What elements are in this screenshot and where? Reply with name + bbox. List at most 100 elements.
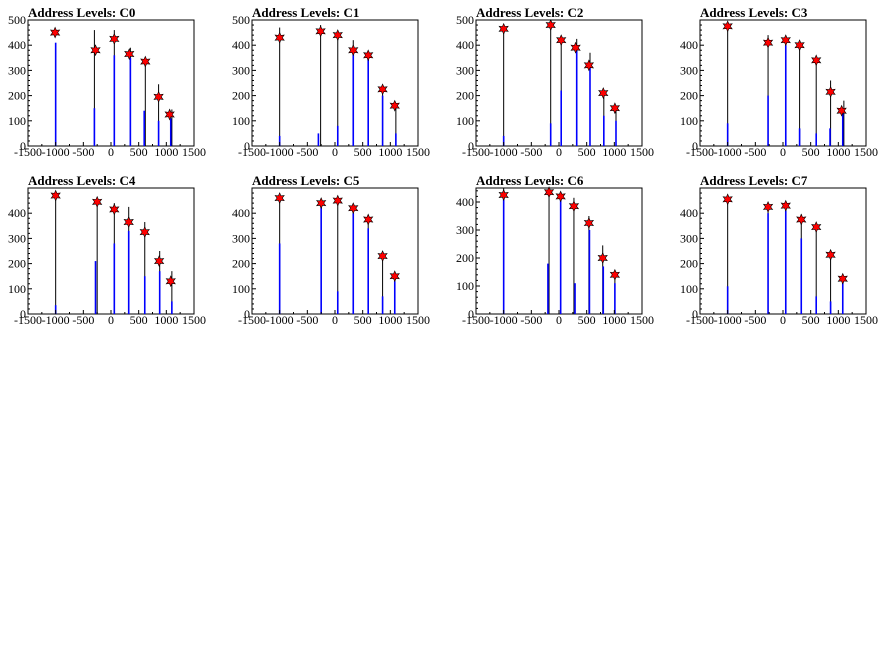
y-tick-label: 200 [456,89,474,103]
chart-svg: Address Levels: C1-1500 -1000 -500 0 500 1000… [232,5,430,159]
x-tick-label: -1000 [490,313,518,327]
x-tick-label: 1000 [826,145,850,159]
peak-marker [109,32,120,45]
y-tick-label: 0 [244,307,250,321]
y-tick-label: 100 [8,282,26,296]
peak-marker [762,200,774,213]
x-tick-label: 1000 [154,145,178,159]
chart-panel-1: Address Levels: C1 -1500 -1000 -500 0 500 1000… [224,0,448,168]
x-tick-label: -1500 [686,145,714,159]
y-tick-label: 400 [680,206,698,220]
x-tick-label: -1000 [42,145,70,159]
peak-marker [780,199,791,212]
peak-marker [555,190,566,203]
chart-svg: Address Levels: C5-1500 -1000 -500 0 500 1000… [232,173,430,327]
x-tick-label: 1500 [630,145,654,159]
peak-marker [153,255,165,268]
x-tick-label: 0 [556,313,562,327]
y-tick-label: 400 [680,38,698,52]
peak-marker [583,217,595,229]
x-tick-label: -1500 [14,145,42,159]
peak-marker [825,248,836,261]
x-tick-label: 0 [780,313,786,327]
chart-title: Address Levels: C2 [476,5,583,20]
plot-frame [475,187,643,315]
x-tick-label: -1000 [266,145,294,159]
chart-panel-7: Address Levels: C7 -1500 -1000 -500 0 500 1000… [672,168,896,336]
x-tick-label: -500 [520,145,542,159]
y-tick-label: 400 [8,206,26,220]
peak-marker [837,272,848,285]
x-tick-label: 500 [130,145,148,159]
peak-marker [543,186,555,199]
peak-marker [348,44,359,57]
x-tick-label: 1500 [182,313,206,327]
peak-marker [794,39,805,52]
peak-marker [50,189,61,202]
peak-marker [796,213,807,226]
x-tick-label: 1500 [854,145,878,159]
x-tick-label: 0 [108,313,114,327]
peak-marker [332,29,343,42]
x-tick-label: -1000 [714,313,742,327]
chart-panel-0: Address Levels: C0 -1500 -1000 -500 0 500 1000… [0,0,224,168]
x-tick-label: -500 [72,145,94,159]
x-tick-label: -1500 [686,313,714,327]
peak-marker [123,216,134,228]
x-tick-label: -500 [296,145,318,159]
peak-marker [139,226,150,239]
y-tick-label: 0 [468,139,474,153]
peak-marker [49,26,61,39]
x-tick-label: -1000 [42,313,70,327]
x-tick-label: 500 [802,313,820,327]
peak-marker [348,202,359,215]
y-tick-label: 500 [232,13,250,27]
y-tick-label: 100 [232,114,250,128]
x-tick-label: 1000 [602,313,626,327]
chart-svg: Address Levels: C3-1500 -1000 -500 0 500 1000… [680,5,878,159]
peak-marker [377,83,388,96]
peak-marker [598,87,609,100]
y-tick-label: 400 [456,38,474,52]
peak-marker [762,36,774,49]
x-tick-label: 1500 [406,145,430,159]
peak-marker [377,250,388,262]
chart-title: Address Levels: C7 [700,173,808,188]
y-tick-label: 300 [232,63,250,77]
y-tick-label: 0 [20,139,26,153]
peak-marker [609,268,621,281]
peak-marker [165,275,176,288]
y-tick-label: 100 [680,282,698,296]
y-tick-label: 300 [456,63,474,77]
x-tick-label: 500 [802,145,820,159]
peak-marker [363,213,374,226]
peak-marker [568,200,580,213]
peak-marker [836,104,847,117]
y-tick-label: 200 [456,251,474,265]
x-tick-label: 1500 [182,145,206,159]
peak-marker [316,197,327,210]
peak-marker [389,99,400,112]
x-tick-label: -1500 [14,313,42,327]
x-tick-label: -1000 [714,145,742,159]
peak-marker [825,85,836,98]
chart-title: Address Levels: C4 [28,173,136,188]
peak-marker [164,108,175,121]
peak-marker [545,19,556,31]
x-tick-label: 1500 [854,313,878,327]
x-tick-label: 500 [578,313,596,327]
x-tick-label: -1500 [238,313,266,327]
y-tick-label: 500 [456,13,474,27]
peak-marker [153,90,164,103]
x-tick-label: 1000 [154,313,178,327]
x-tick-label: -1000 [266,313,294,327]
chart-title: Address Levels: C0 [28,5,135,20]
y-tick-label: 0 [692,307,698,321]
peak-marker [109,203,120,216]
x-tick-label: -500 [72,313,94,327]
peak-marker [597,252,608,264]
peak-marker [780,34,791,47]
x-tick-label: 1000 [378,313,402,327]
x-tick-label: 1000 [378,145,402,159]
y-tick-label: 0 [692,139,698,153]
